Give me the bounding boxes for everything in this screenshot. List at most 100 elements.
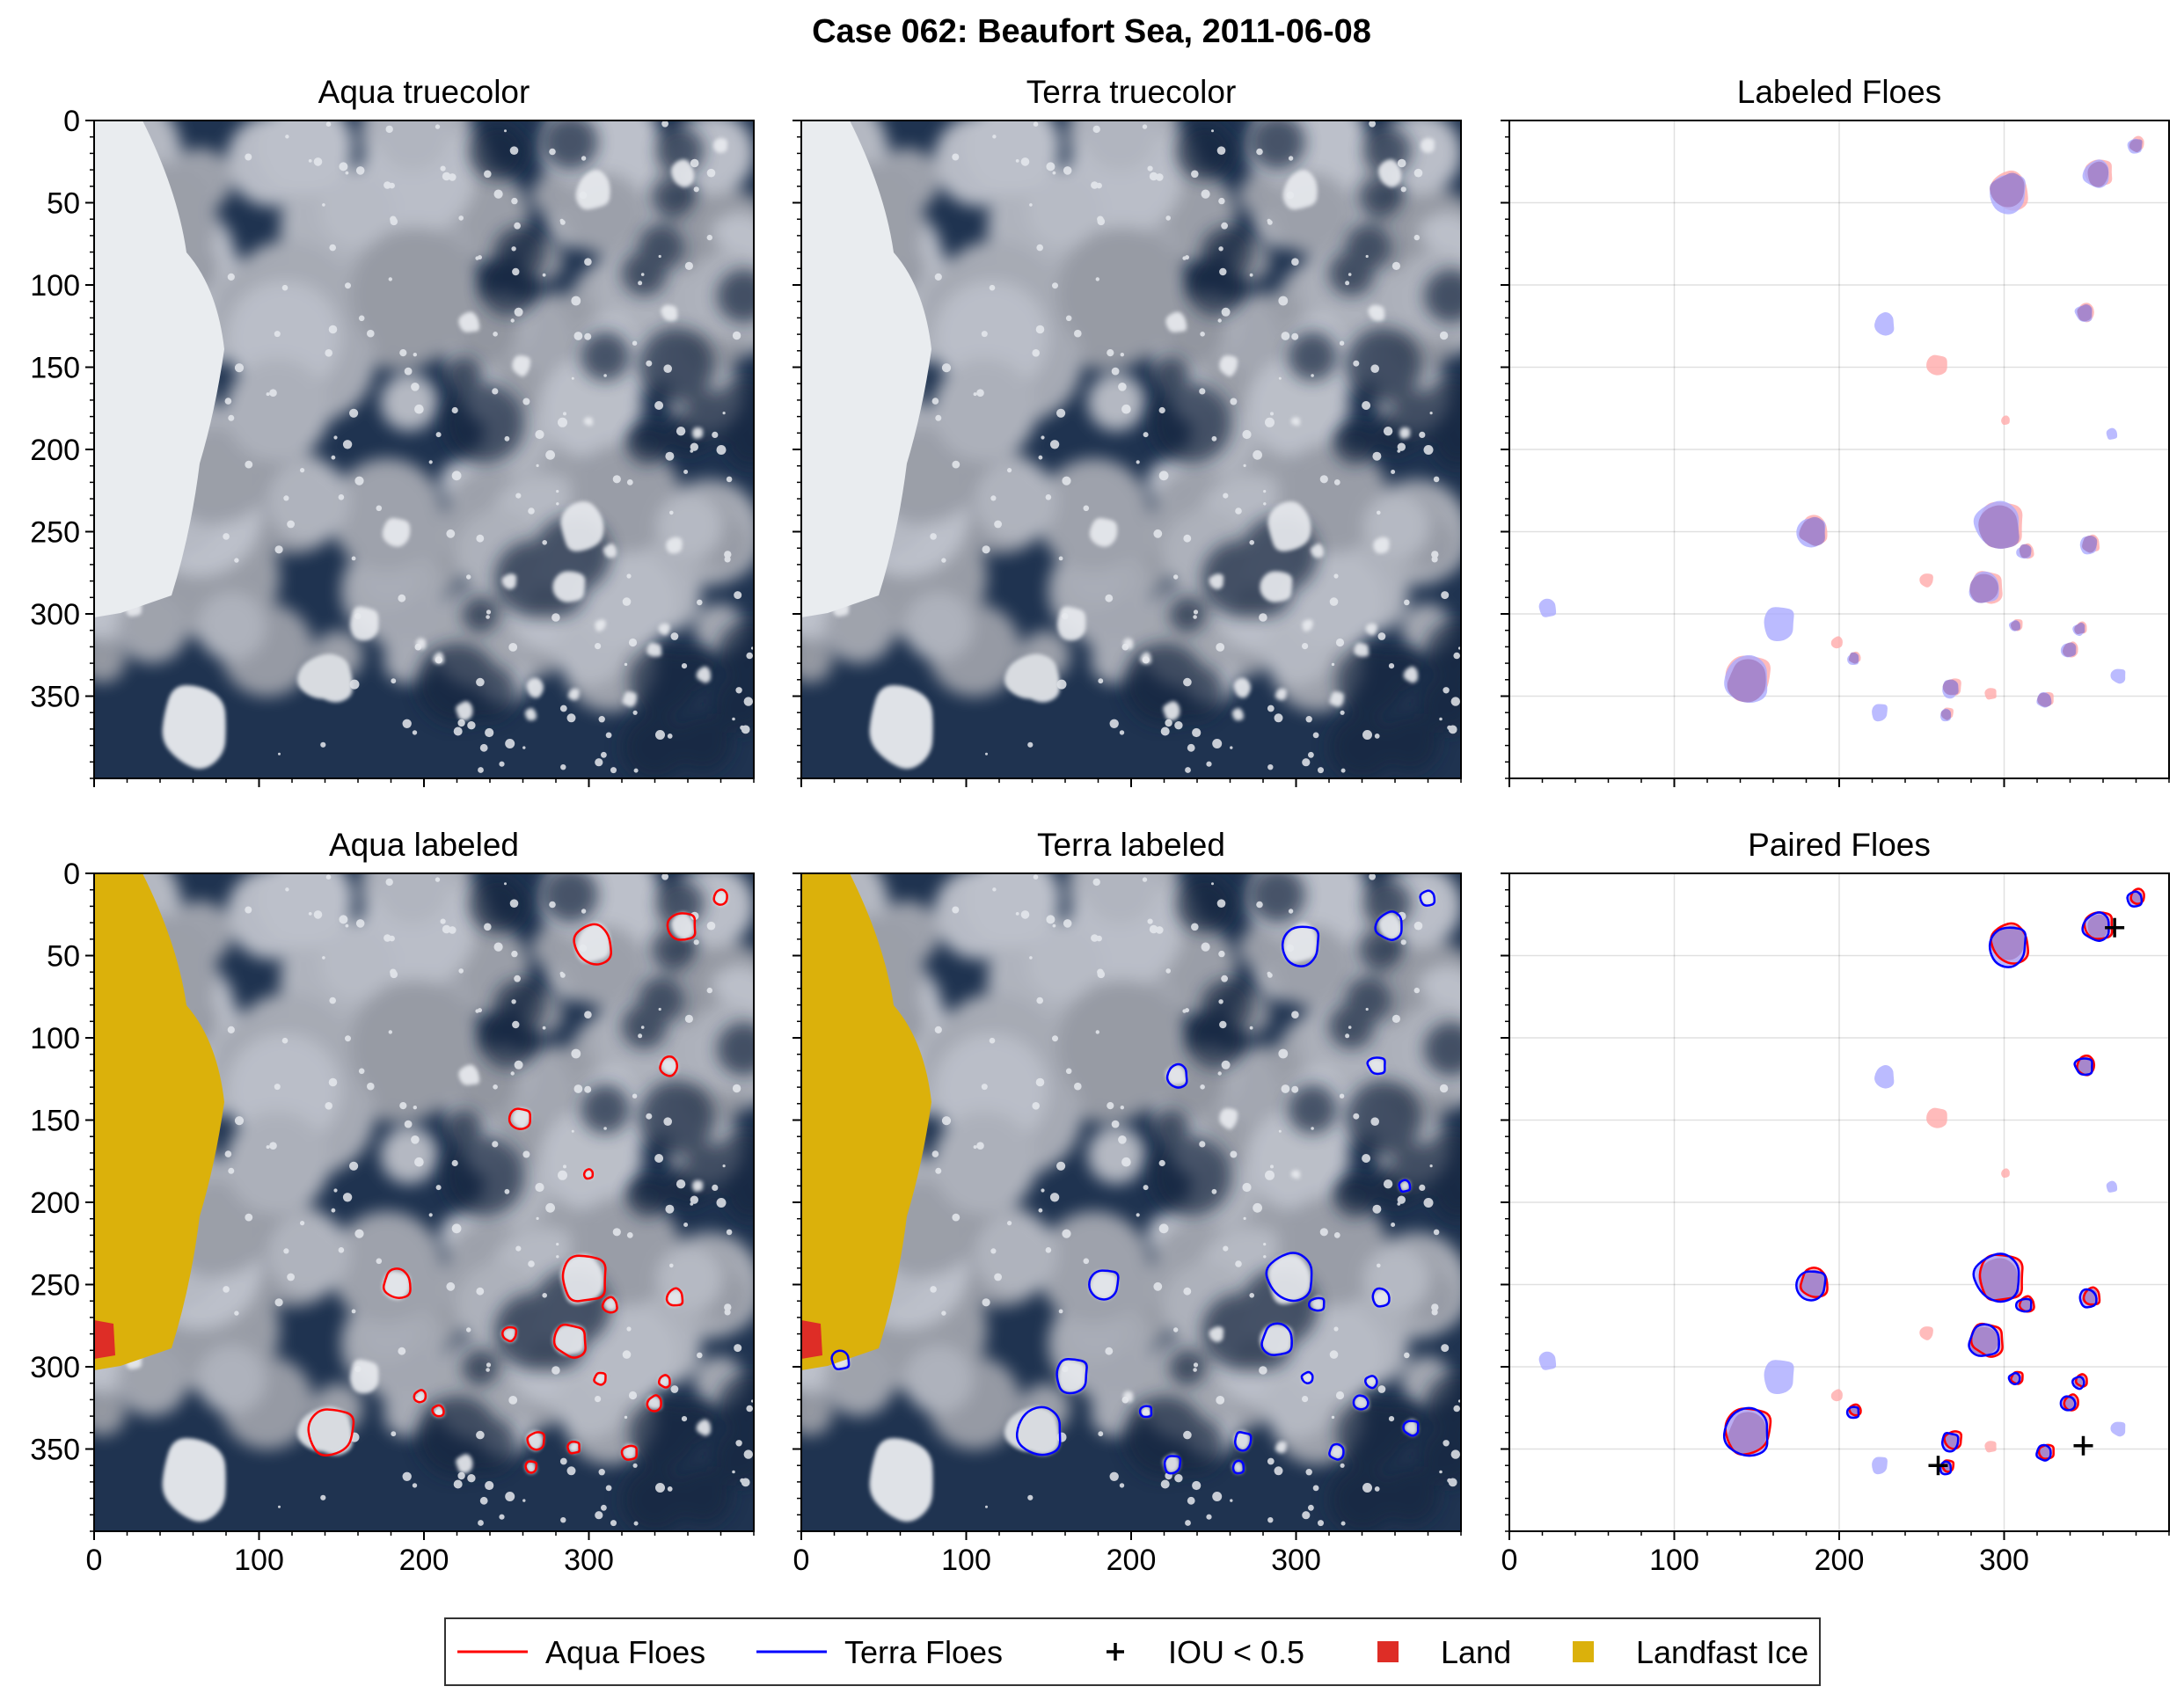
panel-aqua-labeled: Aqua labeled 0 100 200 300 0 50 100 150 200 250 300… — [30, 827, 755, 1577]
aqua-floe-outline — [2082, 1286, 2101, 1306]
overlap-floe — [2082, 535, 2098, 553]
overlap-floe — [1990, 172, 2025, 208]
y-tick-label: 50 — [47, 187, 80, 221]
overlap-floe — [2087, 914, 2109, 940]
terra-floe-outline — [1300, 1370, 1314, 1384]
legend-label: Terra Floes — [844, 1634, 1003, 1670]
terra-floe-outline — [1165, 1062, 1188, 1089]
aqua-floe-outline — [2063, 1393, 2079, 1412]
terra-floe-outline — [2078, 1288, 2098, 1309]
legend-label: Aqua Floes — [545, 1634, 705, 1670]
terra-floe-outline — [2081, 911, 2110, 942]
y-tick-label: 350 — [30, 681, 80, 714]
y-tick-label: 100 — [30, 1022, 80, 1055]
x-tick-label: 0 — [793, 1544, 810, 1577]
x-tick-label: 100 — [234, 1544, 284, 1577]
y-tick-label: 50 — [47, 940, 80, 974]
overlap-floe — [2077, 1056, 2093, 1075]
x-tick-label: 0 — [86, 1544, 103, 1577]
aqua-floe-outline — [2037, 1443, 2055, 1460]
overlap-floe — [2087, 161, 2109, 187]
aqua-floe — [1919, 1326, 1933, 1340]
legend-label: IOU < 0.5 — [1168, 1634, 1304, 1670]
iou-marker — [2105, 917, 2125, 938]
overlap-floe — [1727, 1412, 1766, 1456]
terra-floe-outline — [2007, 1371, 2021, 1385]
iou-marker — [2073, 1435, 2093, 1456]
x-tick-label: 100 — [941, 1544, 991, 1577]
overlap-floe — [2010, 620, 2021, 631]
overlap-floe — [1978, 505, 2020, 549]
aqua-floe-outline — [508, 1107, 532, 1130]
panel-terra-labeled: Terra labeled 0 100 200 300 — [793, 827, 1462, 1577]
y-tick-label: 250 — [30, 516, 80, 550]
terra-floe — [1872, 704, 1888, 722]
overlap-floe — [1940, 709, 1952, 720]
x-tick-label: 300 — [564, 1544, 614, 1577]
terra-floe — [1538, 1351, 1557, 1370]
legend-label: Land — [1441, 1634, 1511, 1670]
terra-floe-outline — [1972, 1252, 2020, 1303]
aqua-floe-outline — [2010, 1370, 2024, 1385]
aqua-floe-outline — [1848, 1403, 1862, 1417]
aqua-floe-outline — [657, 1374, 671, 1389]
aqua-floe-outline — [1943, 1430, 1963, 1450]
panel-title: Terra labeled — [1037, 827, 1225, 863]
overlap-floe — [1799, 1269, 1825, 1299]
overlap-floe — [2019, 544, 2032, 558]
overlap-floe — [1978, 1258, 2020, 1302]
legend-square-swatch — [1573, 1641, 1594, 1662]
overlap-floe — [1727, 659, 1766, 703]
y-tick-label: 350 — [30, 1434, 80, 1467]
terra-floe-outline — [1138, 1405, 1153, 1419]
aqua-floe — [1926, 354, 1947, 376]
terra-floe — [2106, 1180, 2118, 1193]
terra-floe — [1874, 1064, 1895, 1089]
overlap-floe — [2037, 692, 2052, 707]
panel-paired-floes: Paired Floes 0 100 200 300 — [1501, 827, 2170, 1577]
panel-title: Aqua truecolor — [318, 74, 530, 110]
overlap-floe — [2077, 303, 2093, 322]
terra-floe-outline — [1845, 1405, 1860, 1420]
aqua-floe — [1830, 636, 1843, 649]
overlap-floe — [2129, 139, 2143, 153]
aqua-floe-outline — [665, 1287, 684, 1307]
terra-floe-outline — [1398, 1179, 1412, 1194]
terra-floe-outline — [1088, 1269, 1120, 1301]
terra-floe-outline — [1795, 1270, 1827, 1302]
y-tick-label: 100 — [30, 269, 80, 303]
aqua-floe — [1984, 688, 1997, 700]
aqua-floe-outline — [666, 912, 697, 941]
terra-floe — [2110, 1421, 2126, 1437]
terra-floe-outline — [1231, 1459, 1245, 1475]
iou-marker — [1928, 1456, 1948, 1476]
overlap-floe — [2074, 622, 2085, 634]
aqua-floe-outline — [1799, 1267, 1829, 1298]
aqua-floe-outline — [552, 1323, 587, 1359]
overlap-floe — [2062, 642, 2077, 657]
aqua-floe-outline — [566, 1441, 581, 1455]
terra-floe-outline — [1371, 1287, 1391, 1308]
y-tick-label: 250 — [30, 1269, 80, 1303]
terra-floe-outline — [2035, 1443, 2052, 1462]
y-tick-label: 0 — [63, 858, 80, 891]
x-tick-label: 200 — [399, 1544, 449, 1577]
aqua-floe-outline — [307, 1408, 355, 1456]
terra-floe-outline — [830, 1349, 851, 1370]
terra-floe — [1764, 1360, 1794, 1395]
aqua-floe — [1984, 1441, 1997, 1453]
x-tick-label: 100 — [1649, 1544, 1699, 1577]
x-tick-label: 200 — [1107, 1544, 1157, 1577]
terra-floe — [1538, 598, 1557, 617]
y-tick-label: 150 — [30, 1105, 80, 1138]
aqua-floe — [2001, 1168, 2010, 1179]
aqua-floe-outline — [561, 1254, 607, 1303]
aqua-floe-outline — [2018, 1295, 2035, 1313]
y-tick-label: 200 — [30, 1186, 80, 1220]
aqua-floe-outline — [620, 1444, 638, 1461]
terra-floe — [1872, 1456, 1888, 1475]
aqua-floe-outline — [413, 1389, 427, 1404]
figure-title: Case 062: Beaufort Sea, 2011-06-08 — [812, 13, 1371, 50]
panel-title: Labeled Floes — [1737, 74, 1941, 110]
